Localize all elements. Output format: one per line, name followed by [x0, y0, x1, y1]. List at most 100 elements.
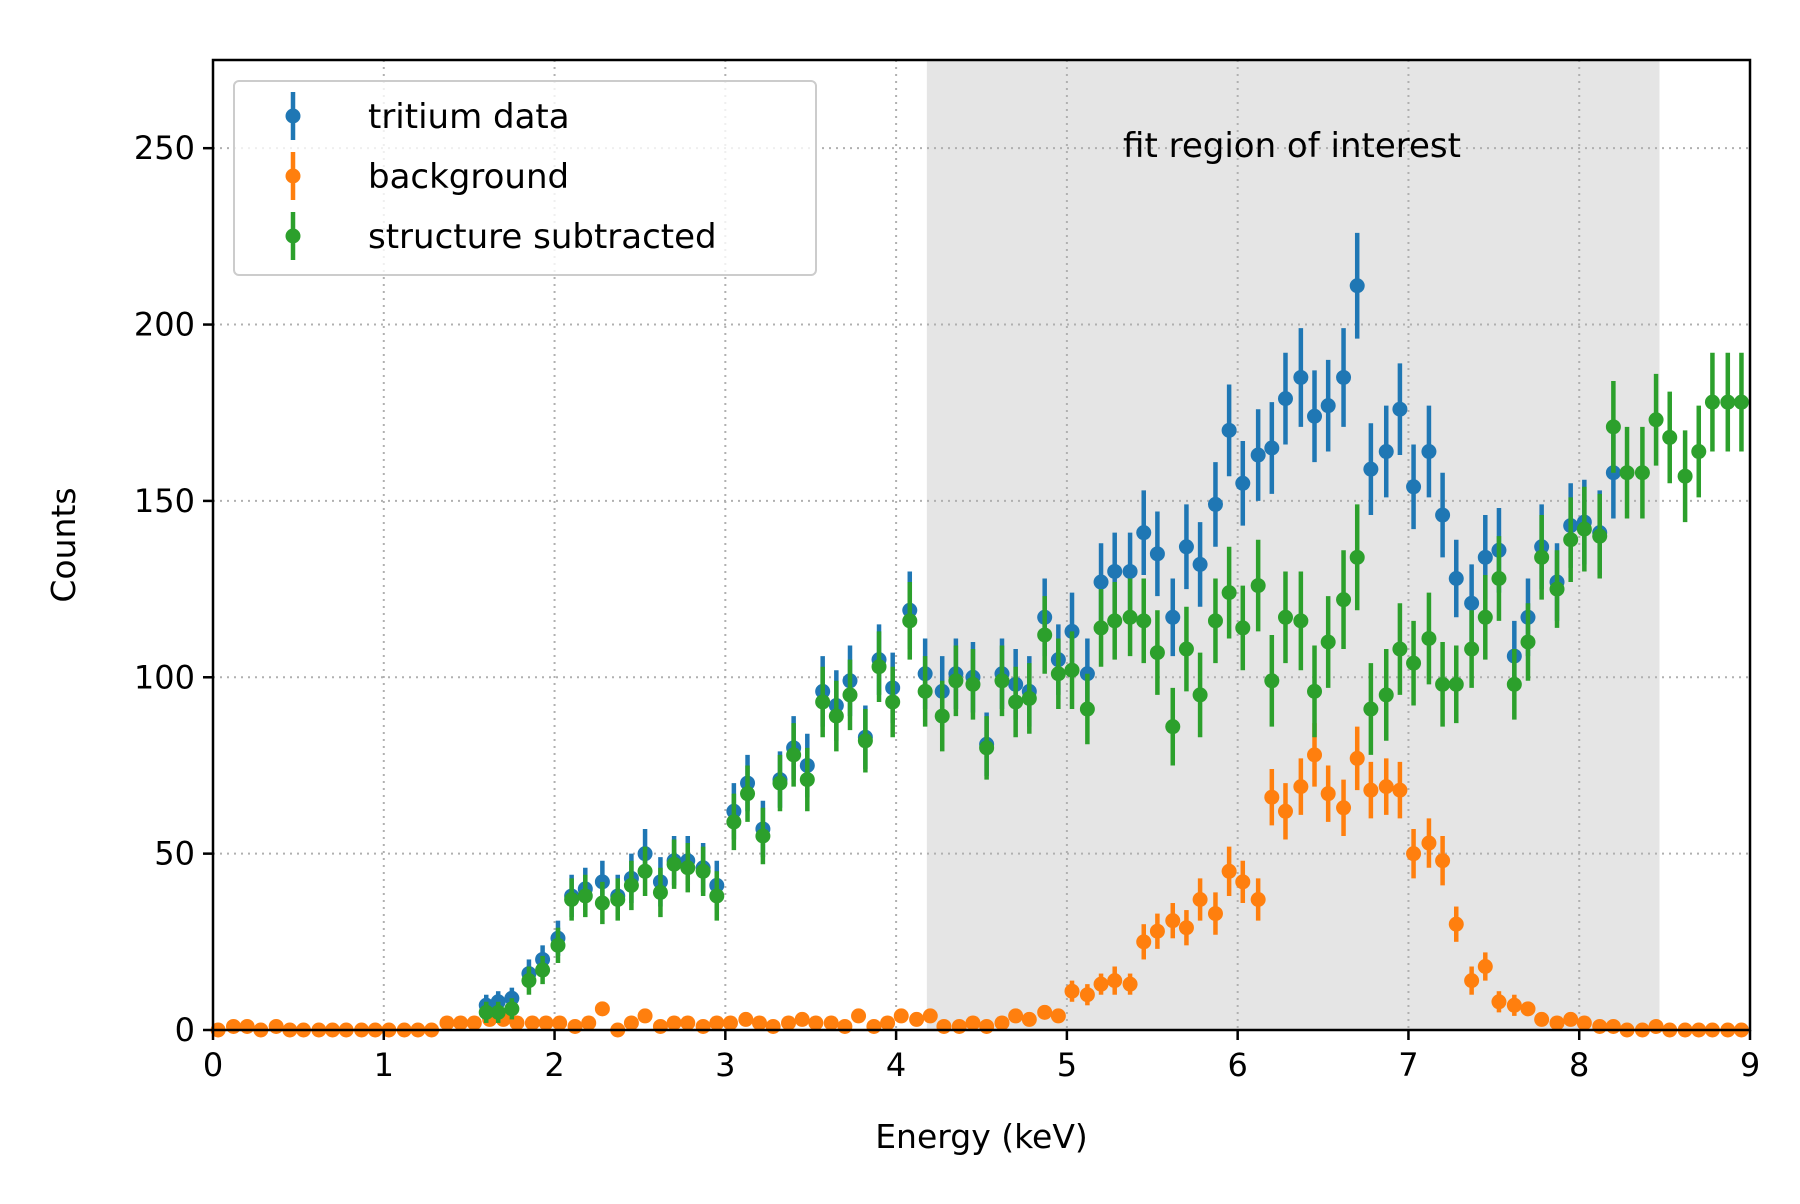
data-point: [1349, 549, 1365, 565]
y-tick-label: 100: [134, 658, 195, 696]
data-point: [808, 1015, 824, 1031]
data-point: [1207, 496, 1223, 512]
data-point: [1250, 891, 1266, 907]
data-point: [1336, 592, 1352, 608]
data-point: [1435, 676, 1451, 692]
y-tick-label: 150: [134, 482, 195, 520]
data-point: [1435, 507, 1451, 523]
data-point: [695, 1018, 711, 1034]
data-point: [1136, 525, 1152, 541]
legend-box: [233, 80, 817, 276]
legend: tritium data background structure subtract…: [233, 80, 817, 276]
data-point: [1534, 1011, 1550, 1027]
data-point: [815, 694, 831, 710]
data-point: [439, 1015, 455, 1031]
data-point: [1720, 394, 1736, 410]
data-point: [637, 863, 653, 879]
data-point: [1605, 1018, 1621, 1034]
data-point: [594, 1001, 610, 1017]
data-point: [453, 1015, 469, 1031]
data-point: [1307, 747, 1323, 763]
data-point: [1207, 906, 1223, 922]
data-point: [917, 683, 933, 699]
data-point: [581, 1015, 597, 1031]
data-point: [951, 1018, 967, 1034]
data-point: [1477, 959, 1493, 975]
data-point: [666, 1015, 682, 1031]
data-point: [680, 1015, 696, 1031]
data-point: [1165, 609, 1181, 625]
data-point: [880, 1015, 896, 1031]
data-point: [722, 1015, 738, 1031]
data-point: [1392, 401, 1408, 417]
data-point: [1307, 408, 1323, 424]
data-point: [268, 1018, 284, 1034]
data-point: [1037, 627, 1053, 643]
data-point: [1477, 549, 1493, 565]
data-point: [786, 747, 802, 763]
data-point: [893, 1008, 909, 1024]
data-point: [1064, 662, 1080, 678]
data-point: [1435, 853, 1451, 869]
data-point: [885, 694, 901, 710]
data-point: [1421, 835, 1437, 851]
data-point: [680, 860, 696, 876]
data-point: [1378, 444, 1394, 460]
data-point: [478, 1004, 494, 1020]
data-point: [490, 1004, 506, 1020]
x-tick-label: 9: [1740, 1046, 1760, 1084]
data-point: [1349, 278, 1365, 294]
data-point: [1506, 676, 1522, 692]
data-point: [666, 856, 682, 872]
data-point: [1448, 571, 1464, 587]
data-point: [781, 1015, 797, 1031]
data-point: [726, 814, 742, 830]
data-point: [709, 1015, 725, 1031]
data-point: [1165, 913, 1181, 929]
legend-items: tritium data background structure subtract…: [285, 92, 717, 260]
data-point: [738, 1011, 754, 1027]
axes-layer: [211, 58, 1752, 1032]
data-point: [1363, 701, 1379, 717]
data-point: [1192, 687, 1208, 703]
x-tick-label: 7: [1398, 1046, 1418, 1084]
data-point: [1619, 465, 1635, 481]
data-point: [1079, 987, 1095, 1003]
ticks-layer: 0 1 2 3 4 5 6 7 8 9 0 50 100 150 200 250: [134, 129, 1760, 1084]
data-point: [1477, 609, 1493, 625]
data-point: [1520, 1001, 1536, 1017]
data-point: [1421, 444, 1437, 460]
data-point: [1008, 1008, 1024, 1024]
data-point: [1093, 574, 1109, 590]
data-point: [1037, 1004, 1053, 1020]
data-point: [1021, 1011, 1037, 1027]
data-point: [577, 888, 593, 904]
x-tick-label: 4: [886, 1046, 906, 1084]
data-point: [1691, 444, 1707, 460]
data-point: [709, 888, 725, 904]
data-point: [794, 1011, 810, 1027]
data-point: [567, 1018, 583, 1034]
data-point: [842, 687, 858, 703]
data-point: [1320, 634, 1336, 650]
legend-label: structure subtracted: [368, 217, 717, 257]
data-point: [1178, 920, 1194, 936]
fit-region-shade: [926, 60, 1660, 1030]
data-point: [936, 1018, 952, 1034]
x-tick-label: 2: [544, 1046, 564, 1084]
data-point: [1250, 447, 1266, 463]
data-point: [1320, 786, 1336, 802]
data-point: [740, 786, 756, 802]
data-point: [1264, 789, 1280, 805]
data-point: [1336, 369, 1352, 385]
data-point: [1363, 782, 1379, 798]
x-axis-label: Energy (keV): [875, 1117, 1088, 1156]
data-point: [751, 1015, 767, 1031]
data-point: [1549, 581, 1565, 597]
data-point: [1307, 683, 1323, 699]
data-point: [564, 891, 580, 907]
data-point: [535, 962, 551, 978]
data-point: [871, 659, 887, 675]
legend-swatch-marker: [285, 108, 301, 124]
data-point: [1093, 620, 1109, 636]
